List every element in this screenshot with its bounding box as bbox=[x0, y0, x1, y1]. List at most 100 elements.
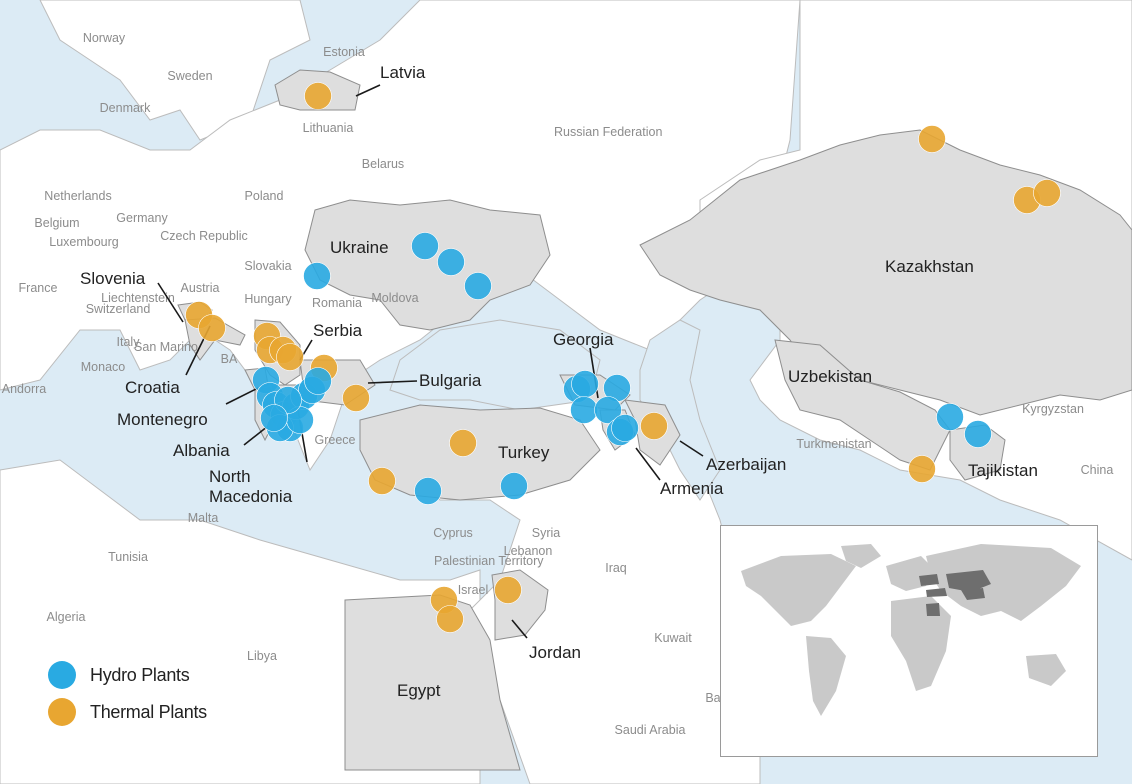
label-tunisia: Tunisia bbox=[108, 550, 148, 564]
leader-lines bbox=[157, 84, 704, 639]
label-poland: Poland bbox=[245, 189, 284, 203]
hydro-plant-marker bbox=[464, 272, 492, 300]
inset-highlighted-regions bbox=[919, 570, 991, 616]
leader-jordan bbox=[511, 619, 528, 639]
inset-greenland bbox=[841, 544, 881, 568]
leader-montenegro bbox=[225, 387, 259, 405]
leader-armenia bbox=[635, 447, 661, 481]
label-italy: Italy bbox=[117, 335, 141, 349]
caspian-sea bbox=[639, 319, 721, 501]
legend-item-thermal: Thermal Plants bbox=[48, 697, 207, 727]
highlighted-countries bbox=[177, 69, 1132, 771]
label-kuwait: Kuwait bbox=[654, 631, 692, 645]
hydro-plant-marker bbox=[571, 370, 599, 398]
label-palestinian-territory: Palestinian Territory bbox=[434, 554, 544, 568]
label-montenegro: Montenegro bbox=[117, 410, 208, 429]
label-malta: Malta bbox=[188, 511, 219, 525]
thermal-plant-marker bbox=[436, 605, 464, 633]
hydro-plant-marker bbox=[594, 396, 622, 424]
country-ukraine bbox=[304, 199, 551, 331]
label-algeria: Algeria bbox=[47, 610, 86, 624]
legend-item-hydro: Hydro Plants bbox=[48, 660, 190, 690]
label-latvia: Latvia bbox=[380, 63, 426, 82]
label-russian-federation: Russian Federation bbox=[554, 125, 662, 139]
inset-central-asia bbox=[961, 588, 985, 600]
label-turkey: Turkey bbox=[498, 443, 550, 462]
thermal-plant-marker bbox=[494, 576, 522, 604]
label-china: China bbox=[1081, 463, 1114, 477]
scandinavia-land bbox=[39, 0, 311, 141]
highlighted-country-labels: Latvia Ukraine Slovenia Serbia Croatia B… bbox=[80, 63, 1038, 700]
inset-turkey bbox=[926, 588, 947, 597]
label-belgium: Belgium bbox=[34, 216, 79, 230]
label-monaco: Monaco bbox=[81, 360, 126, 374]
world-inset-canvas bbox=[721, 526, 1097, 756]
world-inset-map bbox=[720, 525, 1098, 757]
label-norway: Norway bbox=[83, 31, 126, 45]
label-north-macedonia-line2: Macedonia bbox=[209, 487, 293, 506]
label-azerbaijan: Azerbaijan bbox=[706, 455, 786, 474]
label-ukraine: Ukraine bbox=[330, 238, 389, 257]
label-hungary: Hungary bbox=[244, 292, 292, 306]
label-cyprus: Cyprus bbox=[433, 526, 473, 540]
label-croatia: Croatia bbox=[125, 378, 180, 397]
leader-latvia bbox=[355, 84, 381, 97]
inset-asia bbox=[926, 544, 1081, 621]
label-germany: Germany bbox=[116, 211, 168, 225]
label-estonia: Estonia bbox=[323, 45, 365, 59]
inset-africa bbox=[891, 596, 951, 691]
inset-continents bbox=[741, 544, 1081, 716]
inset-south-america bbox=[806, 636, 846, 716]
label-switzerland: Switzerland bbox=[86, 302, 151, 316]
leader-azerbaijan bbox=[679, 440, 704, 457]
power-plant-markers bbox=[185, 82, 1061, 633]
label-bahrain-partial: Ba bbox=[705, 691, 720, 705]
label-andorra: Andorra bbox=[2, 382, 47, 396]
hydro-plant-marker bbox=[303, 262, 331, 290]
label-turkmenistan: Turkmenistan bbox=[796, 437, 871, 451]
leader-albania bbox=[243, 425, 269, 446]
label-sweden: Sweden bbox=[167, 69, 212, 83]
label-libya: Libya bbox=[247, 649, 277, 663]
inset-kazakhstan bbox=[946, 570, 991, 592]
thermal-plant-marker bbox=[342, 384, 370, 412]
hydro-plant-marker bbox=[304, 367, 332, 395]
label-slovakia: Slovakia bbox=[244, 259, 291, 273]
label-kazakhstan: Kazakhstan bbox=[885, 257, 974, 276]
hydro-plant-marker bbox=[936, 403, 964, 431]
label-jordan: Jordan bbox=[529, 643, 581, 662]
label-kyrgyzstan: Kyrgyzstan bbox=[1022, 402, 1084, 416]
label-serbia: Serbia bbox=[313, 321, 363, 340]
hydro-plant-marker bbox=[260, 404, 288, 432]
label-lithuania: Lithuania bbox=[303, 121, 354, 135]
label-uzbekistan: Uzbekistan bbox=[788, 367, 872, 386]
leader-slovenia bbox=[157, 282, 184, 323]
label-greece: Greece bbox=[315, 433, 356, 447]
hydro-plant-marker bbox=[611, 414, 639, 442]
label-north-macedonia-line1: North bbox=[209, 467, 251, 486]
label-syria: Syria bbox=[532, 526, 561, 540]
label-egypt: Egypt bbox=[397, 681, 441, 700]
label-albania: Albania bbox=[173, 441, 230, 460]
inset-ukraine-balkans bbox=[919, 574, 939, 586]
hydro-plant-marker bbox=[437, 248, 465, 276]
label-saudi-arabia: Saudi Arabia bbox=[615, 723, 686, 737]
label-armenia: Armenia bbox=[660, 479, 724, 498]
label-bosnia-abbrev: BA bbox=[221, 352, 238, 366]
leader-bulgaria bbox=[367, 380, 418, 384]
hydro-plant-marker bbox=[570, 396, 598, 424]
hydro-plant-circle-icon bbox=[48, 661, 76, 689]
label-israel: Israel bbox=[458, 583, 489, 597]
thermal-plant-marker bbox=[276, 343, 304, 371]
thermal-plant-marker bbox=[368, 467, 396, 495]
label-san-marino: San Marino bbox=[134, 340, 198, 354]
label-moldova: Moldova bbox=[371, 291, 418, 305]
inset-north-america bbox=[741, 554, 856, 626]
thermal-plant-marker bbox=[304, 82, 332, 110]
hydro-plant-marker bbox=[414, 477, 442, 505]
label-netherlands: Netherlands bbox=[44, 189, 111, 203]
thermal-plant-marker bbox=[449, 429, 477, 457]
hydro-plant-marker bbox=[500, 472, 528, 500]
